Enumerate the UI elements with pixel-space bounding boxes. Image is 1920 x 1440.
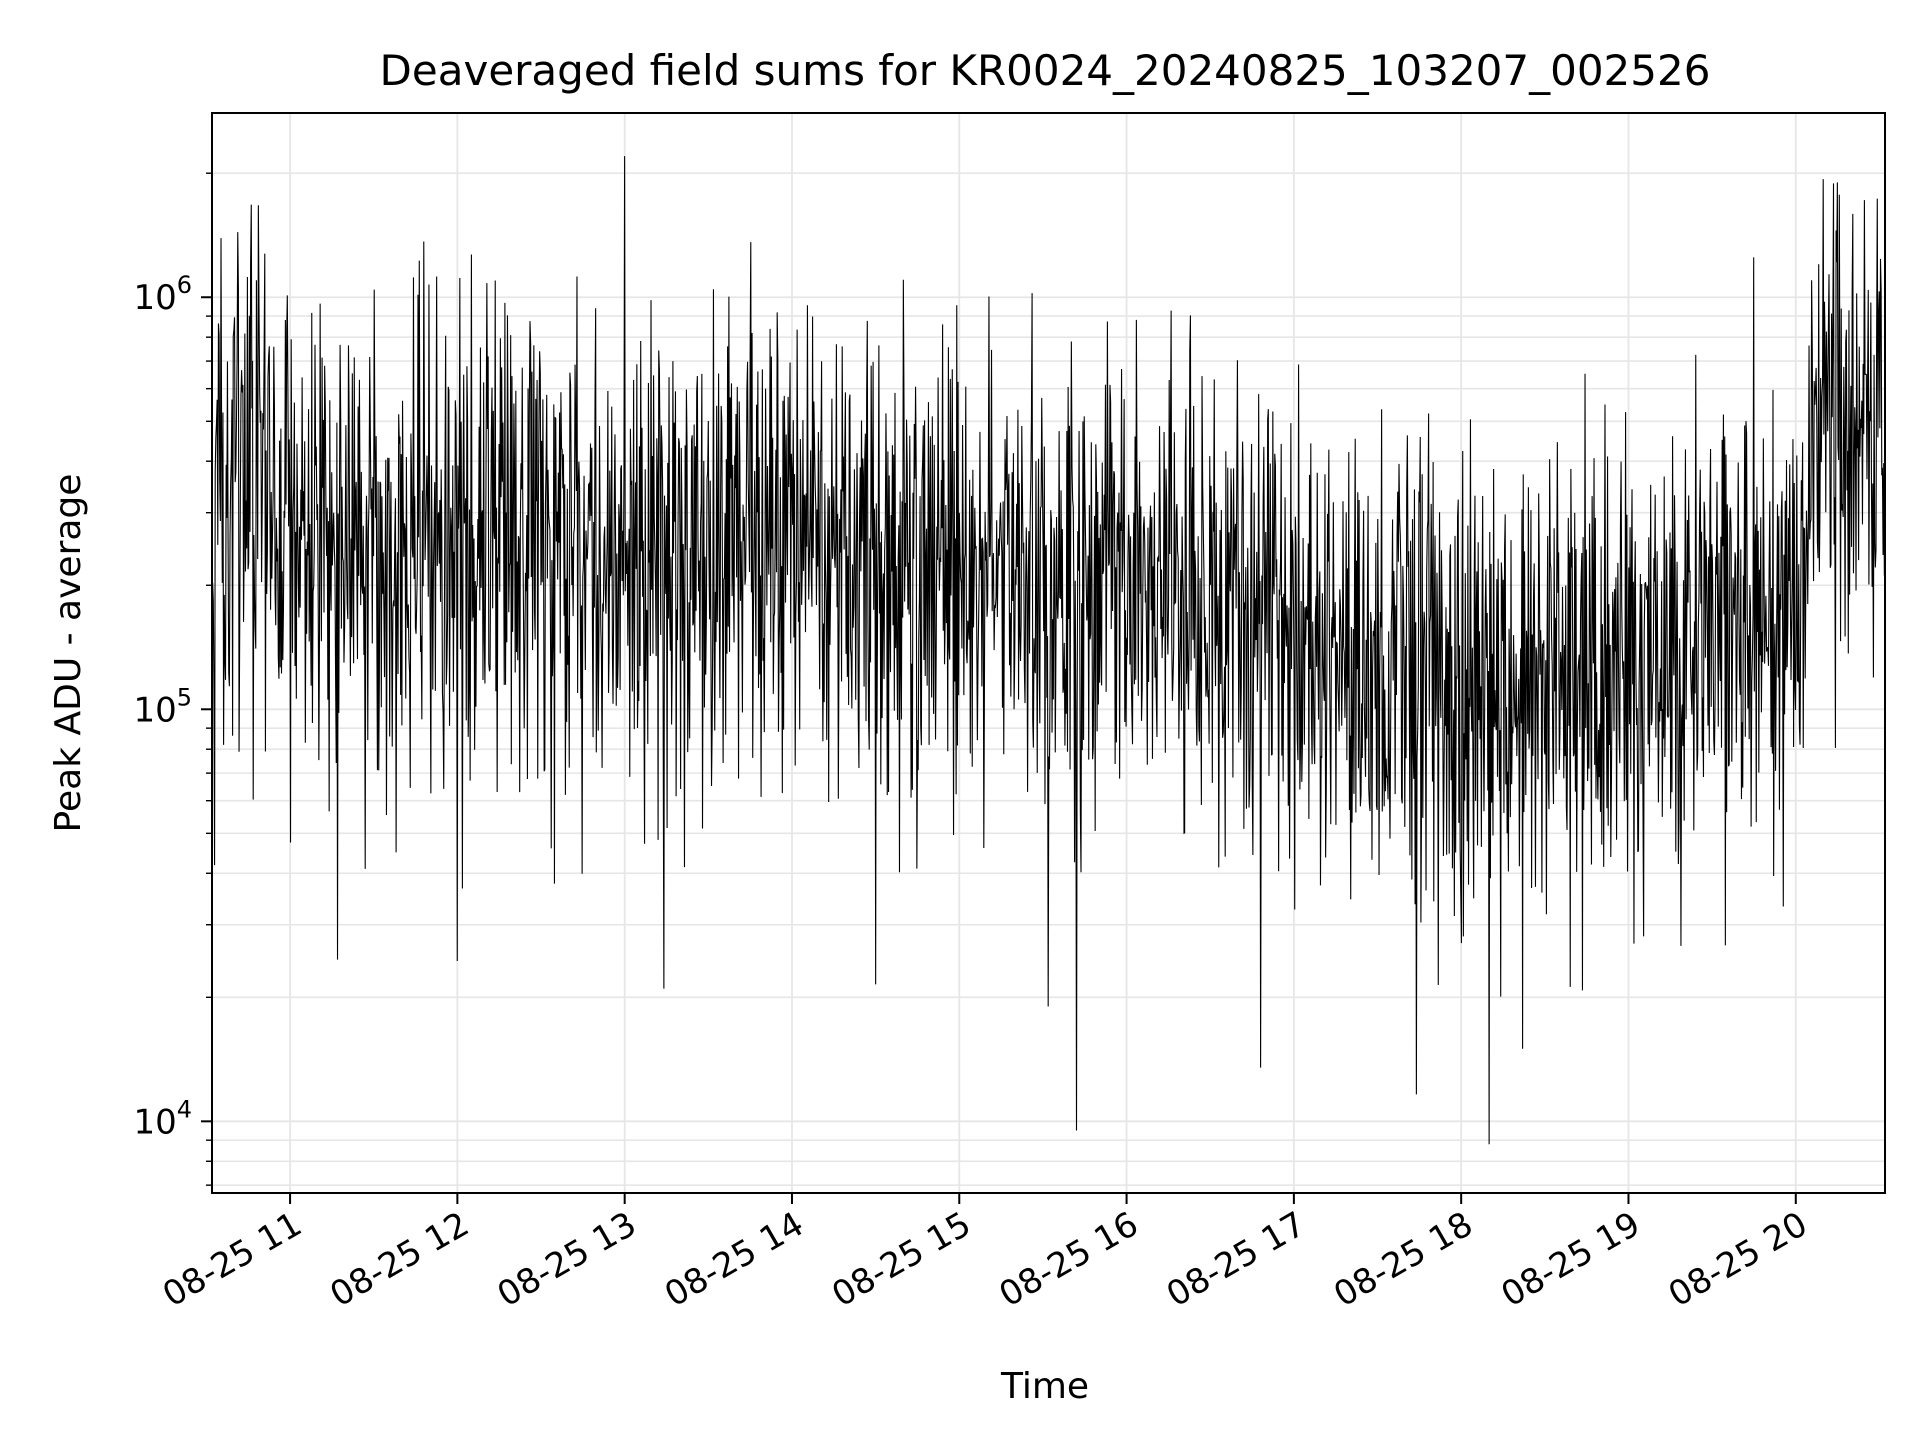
plot-frame (211, 112, 1886, 1194)
y-axis-label: Peak ADU - average (48, 474, 89, 833)
plot-data (211, 156, 1886, 1145)
y-tick-label: 105 (133, 683, 192, 730)
x-axis-label: Time (1000, 1366, 1089, 1407)
series-line (211, 156, 1886, 1145)
y-tick-label: 104 (133, 1095, 192, 1142)
chart-title: Deaveraged field sums for KR0024_2024082… (380, 46, 1711, 95)
y-tick-label: 106 (133, 271, 192, 318)
